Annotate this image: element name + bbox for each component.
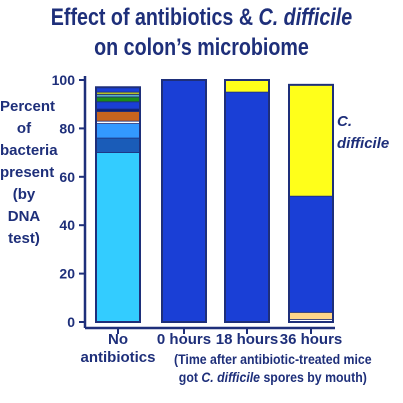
bar-3-outline [288,83,334,323]
y-tick-label-40: 40 [59,217,75,233]
bar-0-segment-2 [95,123,141,139]
chart-title-line1: Effect of antibiotics & C. difficile [50,4,353,31]
x-tick-label-line: 0 hours [156,331,212,348]
x-tick-label-line: 36 hours [279,331,343,348]
y-tick-label-100: 100 [52,72,76,88]
y-axis-label-line: test) [8,230,40,247]
y-axis-label-line: DNA [7,208,41,225]
series-label-line: C. [337,113,352,130]
y-axis-label-line: present [0,164,55,181]
bar-1-segment-0 [161,79,207,323]
bar-3-segment-1 [288,311,334,320]
x-tick-label-1: 0 hours [144,331,224,349]
bar-0-segment-4 [95,111,141,122]
bar-3-segment-3 [288,84,334,197]
x-axis-note: (Time after antibiotic-treated mice got … [174,350,372,386]
x-tick-label-line: No [108,331,128,348]
bar-2-outline [224,79,270,323]
series-label-c-difficile: C. difficile [337,111,389,155]
y-axis-label-line: Percent [0,98,56,115]
bar-3-segment-2 [288,195,334,313]
x-tick-label-0: No antibiotics [78,331,158,367]
bar-0-segment-0 [95,152,141,323]
x-tick-label-line: antibiotics [80,349,156,366]
x-tick-label-line: 18 hours [215,331,279,348]
series-label-line: difficile [337,135,390,152]
y-tick-label-0: 0 [67,314,75,330]
bar-1-outline [161,79,207,323]
bar-0-segment-6 [95,101,141,110]
x-axis-note-line2: got C. difficile spores by mouth) [178,369,367,385]
bar-0-segment-1 [95,137,141,154]
y-axis-label-line: (by [12,186,36,203]
bar-0-outline [95,86,141,324]
chart-title-line2: on colon’s microbiome [94,34,309,61]
bar-2-segment-1 [224,79,270,93]
y-tick-label-20: 20 [59,266,75,282]
y-tick-label-80: 80 [59,120,75,136]
bar-2-segment-0 [224,91,270,323]
y-tick-label-60: 60 [59,169,75,185]
x-axis-note-line1: (Time after antibiotic-treated mice [174,351,372,367]
y-axis-label-line: of [16,120,32,137]
x-tick-label-2: 18 hours [207,331,287,349]
bar-0-segment-7 [95,96,141,103]
x-tick-label-3: 36 hours [271,331,351,349]
y-axis-label-line: bacteria [0,142,58,159]
